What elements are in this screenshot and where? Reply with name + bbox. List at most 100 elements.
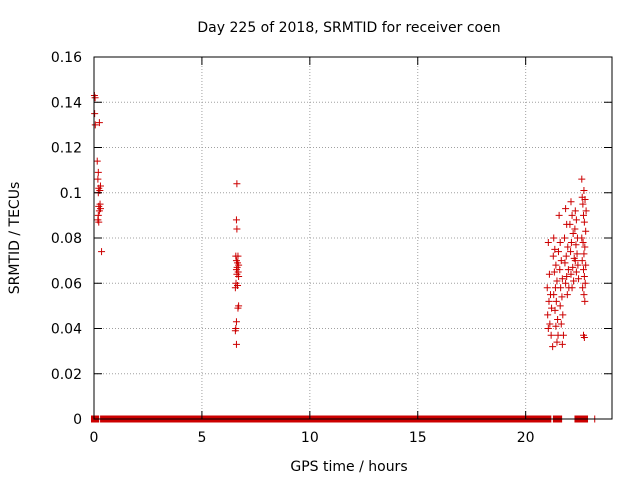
data-point (544, 311, 552, 319)
data-point (578, 234, 586, 242)
data-point (573, 250, 581, 258)
data-point (563, 291, 571, 299)
data-point (555, 211, 563, 219)
data-point (543, 284, 551, 292)
axis-ticks: 0 0.02 0.04 0.06 0.08 0.1 0.12 0.14 0.16 0 5 10 15 20 (51, 50, 612, 446)
data-point (558, 293, 566, 301)
data-point (557, 320, 565, 328)
data-point (580, 334, 588, 342)
data-point (582, 207, 590, 215)
data-point (572, 241, 580, 249)
data-point (567, 248, 575, 256)
data-point (567, 270, 575, 278)
data-point (569, 229, 577, 237)
y-tick-label: 0.04 (51, 322, 82, 338)
data-point (581, 196, 589, 204)
data-point (544, 239, 552, 247)
data-point (544, 325, 552, 332)
data-point (557, 284, 565, 292)
data-point (550, 234, 558, 242)
data-point (561, 234, 569, 242)
data-point (562, 279, 570, 287)
data-point (553, 277, 561, 285)
x-tick-label: 5 (197, 430, 206, 446)
data-point (571, 207, 579, 215)
data-point (578, 175, 586, 183)
y-tick-label: 0 (73, 412, 82, 428)
y-tick-label: 0.1 (60, 186, 82, 202)
data-point (571, 225, 579, 233)
data-point (551, 306, 559, 314)
data-point (564, 243, 572, 251)
data-point (558, 340, 566, 348)
x-tick-label: 0 (90, 430, 99, 446)
data-point (570, 277, 578, 285)
data-point (556, 266, 564, 274)
data-point (559, 331, 567, 339)
data-point (231, 284, 239, 292)
data-point (562, 252, 570, 260)
data-point (580, 272, 588, 280)
data-point (550, 291, 558, 299)
y-tick-label: 0.06 (51, 276, 82, 292)
data-point (557, 257, 565, 265)
data-point (234, 252, 242, 260)
data-point (580, 211, 588, 219)
data-point (582, 227, 590, 235)
grid (94, 57, 612, 419)
data-point (231, 327, 239, 335)
data-point (553, 338, 561, 346)
data-point (581, 297, 589, 305)
data-point (232, 340, 240, 348)
data-point (580, 266, 588, 274)
data-point (545, 297, 553, 305)
data-point (580, 186, 588, 194)
data-point (549, 252, 557, 260)
data-point (571, 257, 579, 265)
x-axis-label: GPS time / hours (290, 459, 407, 475)
data-point (545, 270, 553, 278)
x-tick-label: 20 (517, 430, 535, 446)
data-point (233, 225, 241, 233)
data-point (578, 257, 586, 265)
data-point (567, 198, 575, 206)
data-point (581, 243, 589, 251)
data-point (552, 261, 560, 269)
data-point (554, 315, 562, 323)
data-point (546, 320, 554, 328)
data-point (572, 216, 580, 224)
y-tick-label: 0.14 (51, 95, 82, 111)
x-tick-label: 15 (409, 430, 427, 446)
y-tick-label: 0.02 (51, 367, 82, 383)
data-point (569, 263, 577, 271)
data-point (95, 119, 103, 127)
data-point (575, 275, 583, 283)
data-point (582, 261, 590, 269)
data-point (574, 261, 582, 269)
data-point (91, 110, 99, 118)
data-point (556, 302, 564, 310)
data-point (579, 239, 587, 247)
data-point (551, 245, 559, 253)
data-point (232, 318, 240, 326)
data-point (572, 268, 580, 276)
data-point (563, 272, 571, 280)
data-point (94, 168, 102, 176)
data-point (558, 275, 566, 283)
data-point (568, 211, 576, 219)
data-point (567, 239, 575, 247)
data-point (93, 157, 101, 165)
data-point (580, 250, 588, 258)
data-point (559, 311, 567, 319)
data-point (552, 297, 560, 305)
data-point (580, 218, 588, 226)
data-point (95, 218, 103, 226)
data-point (581, 279, 589, 287)
data-point (233, 180, 241, 188)
data-point (98, 248, 106, 256)
data-point (550, 268, 558, 276)
data-point (552, 322, 560, 330)
chart-title: Day 225 of 2018, SRMTID for receiver coe… (197, 20, 500, 36)
data-markers (90, 91, 599, 423)
